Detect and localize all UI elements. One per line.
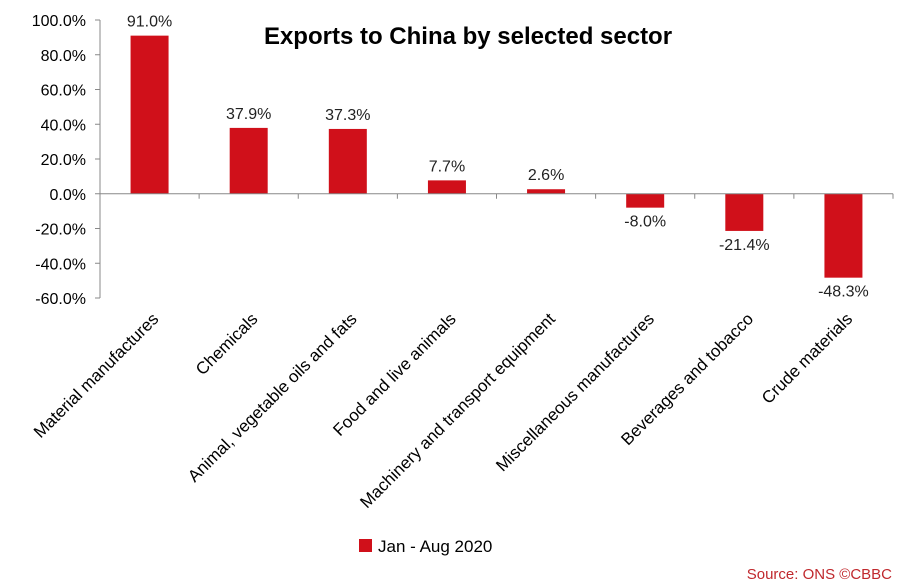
category-label: Miscellaneous manufactures	[492, 309, 658, 475]
bar	[427, 180, 466, 194]
legend-swatch	[359, 539, 372, 552]
category-label: Machinery and transport equipment	[356, 309, 559, 512]
y-tick-label: 20.0%	[41, 152, 86, 169]
category-label: Chemicals	[192, 309, 262, 379]
y-tick-label: -40.0%	[35, 256, 86, 273]
bar	[824, 193, 863, 278]
bar	[229, 127, 268, 194]
y-tick-label: 60.0%	[41, 83, 86, 100]
bar	[328, 128, 367, 194]
bar	[626, 193, 665, 208]
data-label: 7.7%	[429, 158, 465, 175]
y-tick-label: -20.0%	[35, 222, 86, 239]
data-label: -21.4%	[719, 237, 770, 254]
data-label: -8.0%	[624, 214, 666, 231]
y-tick-label: 100.0%	[32, 13, 86, 30]
y-tick-label: 0.0%	[50, 187, 86, 204]
y-tick-label: -60.0%	[35, 291, 86, 308]
chart-title: Exports to China by selected sector	[264, 23, 672, 50]
y-tick-label: 40.0%	[41, 117, 86, 134]
data-label: 2.6%	[528, 167, 564, 184]
bars: 91.0% 37.9% 37.3% 7.7% 2.6% -8.0% -21.4% -48.3%	[127, 14, 869, 301]
y-tick-label: 80.0%	[41, 48, 86, 65]
data-label: 91.0%	[127, 14, 172, 31]
bar	[725, 193, 764, 231]
legend-label: Jan - Aug 2020	[378, 537, 492, 556]
bar	[527, 189, 566, 194]
data-label: 37.3%	[325, 107, 370, 124]
category-label: Animal, vegetable oils and fats	[184, 309, 360, 485]
legend: Jan - Aug 2020	[359, 537, 492, 556]
category-label: Crude materials	[758, 309, 856, 407]
source-note: Source: ONS ©CBBC	[747, 566, 892, 583]
data-label: 37.9%	[226, 106, 271, 123]
data-label: -48.3%	[818, 284, 869, 301]
category-label: Material manufactures	[30, 309, 162, 441]
bar	[130, 35, 169, 194]
y-axis: 100.0% 80.0% 60.0% 40.0% 20.0% 0.0% -20.0% -40.…	[32, 13, 101, 308]
